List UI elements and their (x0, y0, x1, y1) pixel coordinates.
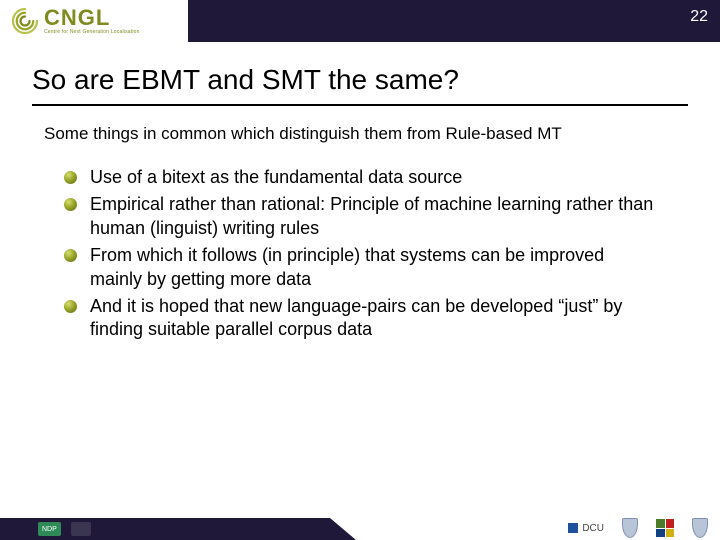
quad-icon (656, 519, 674, 537)
sponsor-badge (71, 522, 91, 536)
footer-left-strip: NDP (0, 518, 330, 540)
list-item: And it is hoped that new language-pairs … (64, 295, 658, 342)
page-number: 22 (690, 8, 708, 26)
footer-slope (330, 518, 356, 540)
list-item: Use of a bitext as the fundamental data … (64, 166, 658, 189)
shield-icon (692, 518, 708, 538)
list-item: Empirical rather than rational: Principl… (64, 193, 658, 240)
header-bar: CNGL Centre for Next Generation Localisa… (0, 0, 720, 42)
ucd-logo (622, 518, 638, 538)
logo-text: CNGL (44, 7, 140, 29)
logo-subtitle: Centre for Next Generation Localisation (44, 30, 140, 35)
dcu-mark-icon (568, 523, 578, 533)
ndp-badge: NDP (38, 522, 61, 536)
shield-icon (622, 518, 638, 538)
slide-title: So are EBMT and SMT the same? (32, 64, 688, 106)
header-dark-strip: 22 (188, 0, 720, 42)
footer-right-logos: DCU (568, 518, 708, 538)
dcu-logo: DCU (568, 523, 604, 534)
quad-logo (656, 519, 674, 537)
intro-text: Some things in common which distinguish … (44, 124, 688, 144)
bullet-list: Use of a bitext as the fundamental data … (64, 166, 658, 342)
tcd-logo (692, 518, 708, 538)
logo-area: CNGL Centre for Next Generation Localisa… (0, 0, 188, 42)
footer: NDP DCU (0, 510, 720, 540)
dcu-text: DCU (582, 523, 604, 534)
content-area: So are EBMT and SMT the same? Some thing… (0, 42, 720, 342)
list-item: From which it follows (in principle) tha… (64, 244, 658, 291)
swirl-icon (10, 6, 40, 36)
